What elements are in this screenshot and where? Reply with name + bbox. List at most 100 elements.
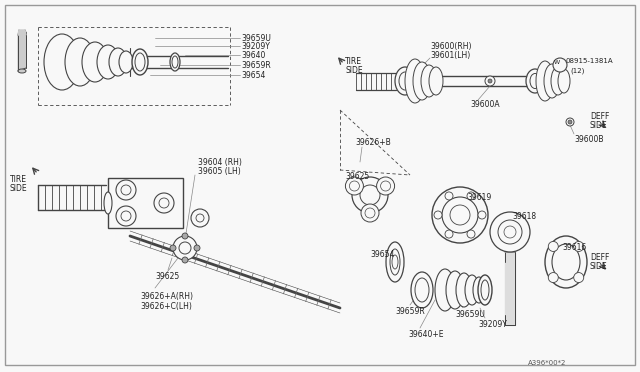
- Ellipse shape: [526, 69, 544, 93]
- Ellipse shape: [544, 64, 560, 98]
- Ellipse shape: [429, 67, 443, 95]
- Ellipse shape: [465, 275, 479, 305]
- Circle shape: [170, 245, 176, 251]
- Ellipse shape: [18, 69, 26, 73]
- Text: 39209Y: 39209Y: [478, 320, 507, 329]
- Ellipse shape: [478, 275, 492, 305]
- Text: 08915-1381A: 08915-1381A: [566, 58, 614, 64]
- Text: 39640+E: 39640+E: [408, 330, 444, 339]
- Ellipse shape: [386, 242, 404, 282]
- Ellipse shape: [415, 278, 429, 302]
- Text: SIDE: SIDE: [590, 262, 607, 271]
- Circle shape: [352, 177, 388, 213]
- Text: 39600B: 39600B: [574, 135, 604, 144]
- Text: DEFF: DEFF: [590, 253, 609, 262]
- Ellipse shape: [390, 249, 400, 275]
- Ellipse shape: [172, 56, 178, 68]
- Circle shape: [573, 273, 584, 283]
- Circle shape: [442, 197, 478, 233]
- Polygon shape: [18, 30, 26, 35]
- Text: 39654: 39654: [241, 71, 266, 80]
- Circle shape: [490, 212, 530, 252]
- Text: 39619: 39619: [467, 193, 492, 202]
- Polygon shape: [505, 246, 515, 252]
- Ellipse shape: [413, 62, 431, 100]
- Circle shape: [566, 118, 574, 126]
- Ellipse shape: [44, 34, 80, 90]
- Text: 39659U: 39659U: [241, 34, 271, 43]
- Circle shape: [478, 211, 486, 219]
- Circle shape: [182, 233, 188, 239]
- Ellipse shape: [421, 65, 437, 97]
- Bar: [108, 178, 183, 228]
- Ellipse shape: [551, 67, 565, 95]
- Text: 39626+A(RH): 39626+A(RH): [140, 292, 193, 301]
- Text: 39626+C(LH): 39626+C(LH): [140, 302, 192, 311]
- Circle shape: [182, 257, 188, 263]
- Ellipse shape: [395, 67, 415, 95]
- Ellipse shape: [446, 271, 464, 309]
- Circle shape: [485, 76, 495, 86]
- Text: 39600A: 39600A: [470, 100, 500, 109]
- Text: 39209Y: 39209Y: [241, 42, 270, 51]
- Text: 39659R: 39659R: [241, 61, 271, 70]
- Text: 39600(RH): 39600(RH): [430, 42, 472, 51]
- Ellipse shape: [119, 51, 133, 73]
- Text: TIRE: TIRE: [345, 57, 362, 66]
- Ellipse shape: [405, 59, 425, 103]
- Circle shape: [173, 236, 197, 260]
- Text: SIDE: SIDE: [590, 121, 607, 130]
- Ellipse shape: [170, 53, 180, 71]
- Text: (12): (12): [570, 67, 584, 74]
- Circle shape: [548, 273, 558, 283]
- Ellipse shape: [456, 273, 472, 307]
- Ellipse shape: [552, 244, 580, 280]
- Ellipse shape: [109, 48, 127, 76]
- Ellipse shape: [97, 45, 119, 79]
- Circle shape: [191, 209, 209, 227]
- Text: 39604 (RH): 39604 (RH): [198, 158, 242, 167]
- Text: SIDE: SIDE: [345, 66, 363, 75]
- Text: 39616: 39616: [562, 243, 586, 252]
- Text: TIRE: TIRE: [10, 175, 27, 184]
- Circle shape: [498, 220, 522, 244]
- Circle shape: [488, 79, 492, 83]
- Text: 39625: 39625: [155, 272, 179, 281]
- Ellipse shape: [545, 236, 587, 288]
- Text: 39659U: 39659U: [455, 310, 485, 319]
- Text: 39601(LH): 39601(LH): [430, 51, 470, 60]
- Ellipse shape: [82, 42, 108, 82]
- Circle shape: [194, 245, 200, 251]
- Circle shape: [573, 241, 584, 251]
- Ellipse shape: [558, 69, 570, 93]
- Text: 39618: 39618: [512, 212, 536, 221]
- Ellipse shape: [104, 192, 112, 214]
- Circle shape: [434, 211, 442, 219]
- Text: 39654: 39654: [370, 250, 394, 259]
- Text: W: W: [554, 60, 560, 64]
- Ellipse shape: [473, 277, 485, 303]
- Circle shape: [376, 177, 395, 195]
- Ellipse shape: [65, 38, 95, 86]
- Text: 39626+B: 39626+B: [355, 138, 391, 147]
- Circle shape: [346, 177, 364, 195]
- Text: 39605 (LH): 39605 (LH): [198, 167, 241, 176]
- Circle shape: [467, 230, 475, 238]
- Circle shape: [548, 241, 558, 251]
- Text: 39640: 39640: [241, 51, 266, 60]
- Circle shape: [445, 230, 453, 238]
- Circle shape: [361, 204, 379, 222]
- Ellipse shape: [536, 61, 554, 101]
- Circle shape: [553, 58, 567, 72]
- Text: SIDE: SIDE: [10, 184, 28, 193]
- Ellipse shape: [435, 269, 455, 311]
- Text: 39659R: 39659R: [395, 307, 425, 316]
- Circle shape: [467, 192, 475, 200]
- Circle shape: [445, 192, 453, 200]
- Circle shape: [432, 187, 488, 243]
- Text: 39625: 39625: [345, 172, 369, 181]
- Polygon shape: [505, 252, 515, 325]
- Ellipse shape: [411, 272, 433, 308]
- Ellipse shape: [132, 49, 148, 75]
- Text: DEFF: DEFF: [590, 112, 609, 121]
